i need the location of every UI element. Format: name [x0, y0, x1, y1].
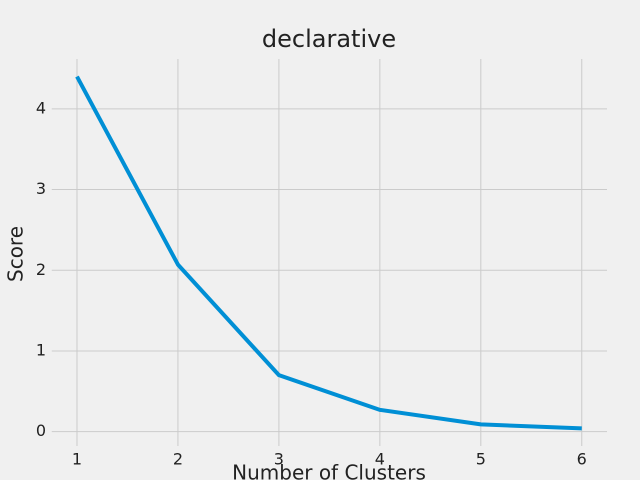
- x-tick-label: 6: [577, 450, 587, 469]
- data-line: [75, 75, 582, 431]
- chart-title: declarative: [262, 25, 396, 53]
- y-tick-label: 2: [36, 260, 46, 279]
- x-tick-label: 5: [476, 450, 486, 469]
- y-tick-label: 4: [36, 98, 46, 117]
- y-tick-label: 1: [36, 340, 46, 359]
- x-axis-label: Number of Clusters: [232, 461, 426, 480]
- x-tick-label: 3: [274, 450, 284, 469]
- y-axis-label: Score: [4, 226, 28, 282]
- y-tick-label: 3: [36, 179, 46, 198]
- x-tick-label: 2: [173, 450, 183, 469]
- x-tick-label: 4: [375, 450, 385, 469]
- y-tick-label: 0: [36, 421, 46, 440]
- x-tick-label: 1: [72, 450, 82, 469]
